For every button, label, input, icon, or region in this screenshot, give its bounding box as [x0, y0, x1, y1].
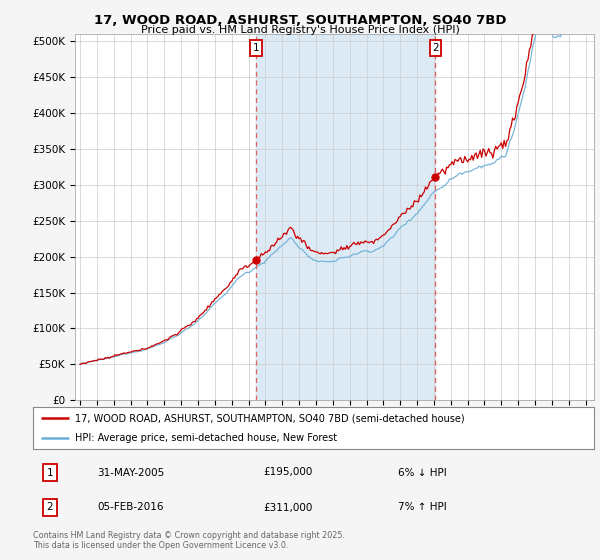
Text: 1: 1 — [253, 43, 259, 53]
Bar — [256, 34, 436, 400]
Text: 31-MAY-2005: 31-MAY-2005 — [98, 468, 165, 478]
Text: £195,000: £195,000 — [263, 468, 313, 478]
Text: Contains HM Land Registry data © Crown copyright and database right 2025.
This d: Contains HM Land Registry data © Crown c… — [33, 531, 345, 550]
Text: 17, WOOD ROAD, ASHURST, SOUTHAMPTON, SO40 7BD (semi-detached house): 17, WOOD ROAD, ASHURST, SOUTHAMPTON, SO4… — [75, 413, 465, 423]
Text: 6% ↓ HPI: 6% ↓ HPI — [398, 468, 446, 478]
Text: 05-FEB-2016: 05-FEB-2016 — [98, 502, 164, 512]
Text: £311,000: £311,000 — [263, 502, 313, 512]
Text: Price paid vs. HM Land Registry's House Price Index (HPI): Price paid vs. HM Land Registry's House … — [140, 25, 460, 35]
Text: HPI: Average price, semi-detached house, New Forest: HPI: Average price, semi-detached house,… — [75, 433, 337, 443]
Text: 2: 2 — [47, 502, 53, 512]
Text: 7% ↑ HPI: 7% ↑ HPI — [398, 502, 446, 512]
Text: 2: 2 — [432, 43, 439, 53]
Text: 17, WOOD ROAD, ASHURST, SOUTHAMPTON, SO40 7BD: 17, WOOD ROAD, ASHURST, SOUTHAMPTON, SO4… — [94, 14, 506, 27]
Text: 1: 1 — [47, 468, 53, 478]
